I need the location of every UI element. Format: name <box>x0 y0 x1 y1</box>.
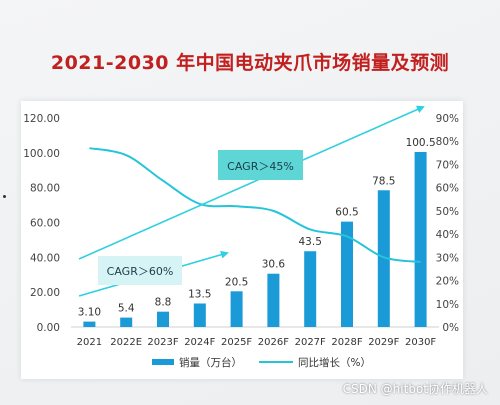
right-axis: 0% 10% 20% 30% 40% 50% 60% 70% 80% 90% <box>436 113 459 334</box>
left-tick-label: 20.00 <box>30 287 60 299</box>
bar-data-label: 3.10 <box>78 307 101 319</box>
right-tick-label: 40% <box>436 229 459 241</box>
bar-data-label: 5.4 <box>118 303 135 315</box>
right-tick-label: 70% <box>436 159 459 171</box>
right-tick-label: 90% <box>436 113 459 125</box>
bar-data-label: 13.5 <box>188 288 211 300</box>
left-tick-label: 60.00 <box>30 218 60 230</box>
left-tick-label: 120.00 <box>23 113 60 125</box>
category-label: 2026F <box>258 337 289 348</box>
growth-line <box>89 147 421 263</box>
right-tick-label: 80% <box>436 136 459 148</box>
bar-data-label: 60.5 <box>335 207 358 219</box>
growth-line-series <box>89 147 421 263</box>
left-tick-label: 0.00 <box>37 322 60 334</box>
right-tick-label: 0% <box>442 322 459 334</box>
bar-data-label: 30.6 <box>262 259 286 271</box>
category-label: 2028F <box>331 337 362 348</box>
callout-text-lower: CAGR＞60% <box>107 265 174 278</box>
callout-box-lower <box>98 256 182 285</box>
category-axis: 2021 2022E 2023F 2024F 2025F 2026F 2027F 2028F 2… <box>77 337 437 348</box>
watermark: CSDN @hitbot协作机器人 <box>342 382 488 396</box>
category-label: 2024F <box>184 337 215 348</box>
category-label: 2025F <box>221 337 252 348</box>
chart-panel: 0.00 20.00 40.00 60.00 80.00 100.00 120.00 0% 1… <box>21 101 463 379</box>
bar <box>377 190 390 327</box>
bar <box>304 251 317 327</box>
right-tick-label: 30% <box>436 252 459 264</box>
category-label: 2021 <box>77 337 102 348</box>
right-tick-label: 60% <box>436 183 459 195</box>
category-label: 2029F <box>368 337 399 348</box>
category-label: 2027F <box>295 337 326 348</box>
bar <box>414 151 427 327</box>
bar <box>341 221 353 327</box>
left-tick-label: 100.00 <box>23 148 60 160</box>
bar <box>193 303 206 327</box>
right-tick-label: 10% <box>436 299 459 311</box>
right-tick-label: 20% <box>436 276 459 288</box>
right-tick-label: 50% <box>436 206 459 218</box>
callout-text-upper: CAGR＞45% <box>227 160 294 173</box>
category-label: 2030F <box>405 337 436 348</box>
bar <box>157 311 169 327</box>
chart-title: 2021-2030 年中国电动夹爪市场销量及预测 <box>50 52 450 74</box>
legend-label-bar: 销量（万台） <box>179 356 242 369</box>
bar-data-label: 8.8 <box>155 297 172 309</box>
trend-arrow-upper <box>78 105 425 260</box>
bar-series <box>83 151 427 327</box>
left-tick-label: 40.00 <box>30 252 60 264</box>
bar-data-labels: 3.10 5.4 8.8 13.5 20.5 30.6 43.5 60.5 78.5 100.5 <box>78 137 436 319</box>
category-label: 2023F <box>147 337 178 348</box>
legend: 销量（万台） 同比增长（%） <box>152 356 371 369</box>
left-axis: 0.00 20.00 40.00 60.00 80.00 100.00 120.00 <box>23 113 439 334</box>
bar-data-label: 100.5 <box>406 137 436 149</box>
bullet-dot <box>3 195 6 198</box>
category-label: 2022E <box>110 337 142 348</box>
bar <box>83 321 96 327</box>
bar-data-label: 43.5 <box>299 236 322 248</box>
legend-label-line: 同比增长（%） <box>298 356 371 369</box>
bar-data-label: 20.5 <box>225 276 248 288</box>
bar-data-label: 78.5 <box>372 175 395 187</box>
callout-box-upper <box>218 150 303 180</box>
legend-swatch-bar <box>152 359 174 365</box>
bar <box>230 291 243 327</box>
bar <box>120 317 133 327</box>
left-tick-label: 80.00 <box>30 183 60 195</box>
bar <box>267 273 280 327</box>
cagr-callouts: CAGR＞45% CAGR＞60% <box>98 150 303 285</box>
sales-forecast-chart: 0.00 20.00 40.00 60.00 80.00 100.00 120.00 0% 1… <box>23 105 459 369</box>
